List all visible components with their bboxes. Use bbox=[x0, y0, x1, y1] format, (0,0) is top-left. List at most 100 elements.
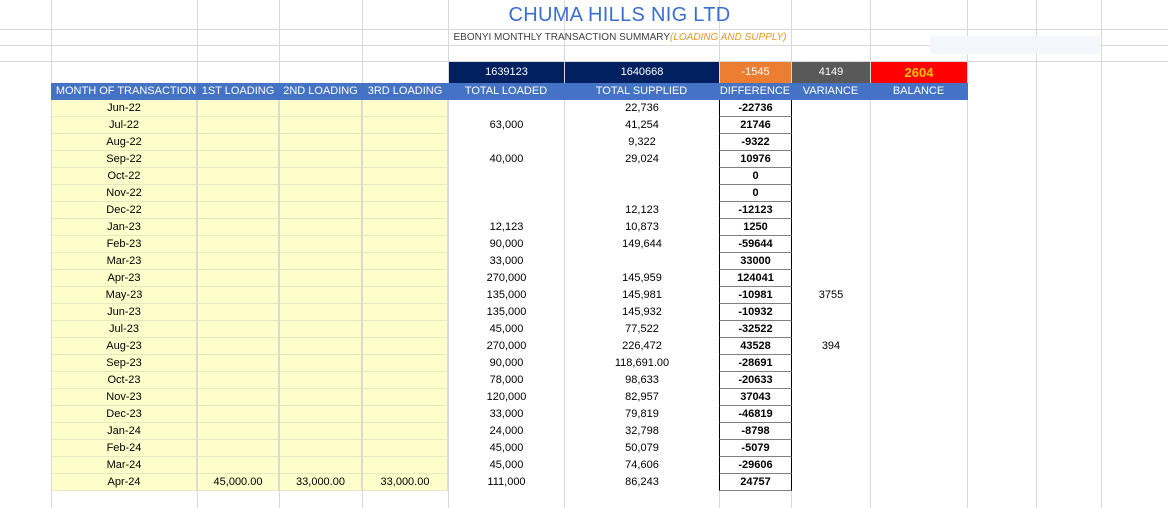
total-loaded-cell[interactable]: 111,000 bbox=[487, 476, 526, 488]
month-cell[interactable]: Nov-22 bbox=[52, 185, 197, 202]
difference-cell[interactable]: 37043 bbox=[719, 389, 792, 406]
second-loading-cell[interactable] bbox=[280, 440, 362, 457]
month-cell[interactable]: Dec-22 bbox=[52, 202, 197, 219]
difference-cell[interactable]: 43528 bbox=[719, 338, 792, 355]
total-loaded-cell[interactable] bbox=[449, 185, 564, 202]
first-loading-cell[interactable] bbox=[198, 355, 279, 372]
month-cell[interactable]: Apr-24 bbox=[52, 474, 197, 491]
first-loading-cell[interactable] bbox=[198, 270, 279, 287]
second-loading-cell[interactable] bbox=[280, 202, 362, 219]
first-loading-cell[interactable] bbox=[198, 338, 279, 355]
total-loaded-cell[interactable]: 90,000 bbox=[489, 238, 524, 250]
first-loading-cell[interactable] bbox=[198, 134, 279, 151]
first-loading-cell[interactable] bbox=[198, 423, 279, 440]
month-cell[interactable]: Jan-23 bbox=[52, 219, 197, 236]
total-supplied-cell[interactable]: 77,522 bbox=[625, 323, 659, 335]
difference-cell[interactable]: 33000 bbox=[719, 253, 792, 270]
total-supplied-cell[interactable] bbox=[565, 185, 719, 202]
first-loading-cell[interactable]: 45,000.00 bbox=[198, 474, 279, 491]
variance-cell[interactable] bbox=[792, 304, 870, 321]
first-loading-cell[interactable] bbox=[198, 185, 279, 202]
total-supplied-cell[interactable]: 41,254 bbox=[625, 119, 659, 131]
total-loaded-cell[interactable]: 45,000 bbox=[489, 459, 524, 471]
first-loading-cell[interactable] bbox=[198, 202, 279, 219]
total-supplied-cell[interactable]: 86,243 bbox=[625, 476, 659, 488]
third-loading-cell[interactable] bbox=[363, 219, 448, 236]
first-loading-cell[interactable] bbox=[198, 117, 279, 134]
third-loading-cell[interactable] bbox=[363, 117, 448, 134]
total-supplied-cell[interactable]: 9,322 bbox=[628, 136, 656, 148]
month-cell[interactable]: Jul-23 bbox=[52, 321, 197, 338]
variance-cell[interactable] bbox=[792, 236, 870, 253]
total-supplied-cell[interactable]: 50,079 bbox=[625, 442, 659, 454]
second-loading-cell[interactable] bbox=[280, 338, 362, 355]
difference-cell[interactable]: -12123 bbox=[719, 202, 792, 219]
second-loading-cell[interactable]: 33,000.00 bbox=[280, 474, 362, 491]
variance-cell[interactable] bbox=[792, 134, 870, 151]
header-month[interactable]: MONTH OF TRANSACTION bbox=[55, 85, 197, 97]
total-loaded-cell[interactable]: 270,000 bbox=[486, 272, 527, 284]
third-loading-cell[interactable] bbox=[363, 440, 448, 457]
variance-cell[interactable] bbox=[792, 355, 870, 372]
second-loading-cell[interactable] bbox=[280, 253, 362, 270]
first-loading-cell[interactable] bbox=[198, 219, 279, 236]
difference-cell[interactable]: 0 bbox=[719, 168, 792, 185]
third-loading-cell[interactable] bbox=[363, 321, 448, 338]
first-loading-cell[interactable] bbox=[198, 321, 279, 338]
third-loading-cell[interactable]: 33,000.00 bbox=[363, 474, 448, 491]
third-loading-cell[interactable] bbox=[363, 389, 448, 406]
first-loading-cell[interactable] bbox=[198, 406, 279, 423]
difference-cell[interactable]: 0 bbox=[719, 185, 792, 202]
difference-cell[interactable]: -10932 bbox=[719, 304, 792, 321]
difference-cell[interactable]: -32522 bbox=[719, 321, 792, 338]
first-loading-cell[interactable] bbox=[198, 372, 279, 389]
total-loaded-cell[interactable]: 270,000 bbox=[486, 340, 527, 352]
total-supplied-cell[interactable]: 32,798 bbox=[625, 425, 659, 437]
second-loading-cell[interactable] bbox=[280, 134, 362, 151]
third-loading-cell[interactable] bbox=[363, 355, 448, 372]
first-loading-cell[interactable] bbox=[198, 168, 279, 185]
month-cell[interactable]: Sep-22 bbox=[52, 151, 197, 168]
third-loading-cell[interactable] bbox=[363, 151, 448, 168]
total-loaded-cell[interactable]: 33,000 bbox=[489, 255, 524, 267]
variance-cell[interactable] bbox=[792, 100, 870, 117]
total-loaded-sum[interactable]: 1639123 bbox=[449, 62, 564, 83]
difference-cell[interactable]: -59644 bbox=[719, 236, 792, 253]
third-loading-cell[interactable] bbox=[363, 270, 448, 287]
total-supplied-cell[interactable]: 10,873 bbox=[625, 221, 659, 233]
first-loading-cell[interactable] bbox=[198, 151, 279, 168]
difference-cell[interactable]: 21746 bbox=[719, 117, 792, 134]
second-loading-cell[interactable] bbox=[280, 151, 362, 168]
third-loading-cell[interactable] bbox=[363, 287, 448, 304]
header-difference[interactable]: DIFFERENCE bbox=[719, 85, 791, 97]
total-loaded-cell[interactable]: 78,000 bbox=[489, 374, 524, 386]
total-supplied-cell[interactable]: 12,123 bbox=[625, 204, 659, 216]
variance-cell[interactable]: 3755 bbox=[818, 289, 844, 301]
total-loaded-cell[interactable]: 63,000 bbox=[489, 119, 524, 131]
month-cell[interactable]: Feb-24 bbox=[52, 440, 197, 457]
total-loaded-cell[interactable]: 24,000 bbox=[489, 425, 524, 437]
difference-cell[interactable]: -29606 bbox=[719, 457, 792, 474]
third-loading-cell[interactable] bbox=[363, 338, 448, 355]
month-cell[interactable]: Jan-24 bbox=[52, 423, 197, 440]
month-cell[interactable]: Oct-23 bbox=[52, 372, 197, 389]
third-loading-cell[interactable] bbox=[363, 253, 448, 270]
total-loaded-cell[interactable]: 45,000 bbox=[489, 442, 524, 454]
month-cell[interactable]: Sep-23 bbox=[52, 355, 197, 372]
variance-cell[interactable]: 394 bbox=[821, 340, 841, 352]
second-loading-cell[interactable] bbox=[280, 372, 362, 389]
total-supplied-sum[interactable]: 1640668 bbox=[565, 62, 719, 83]
second-loading-cell[interactable] bbox=[280, 168, 362, 185]
total-loaded-cell[interactable] bbox=[449, 202, 564, 219]
difference-cell[interactable]: 24757 bbox=[719, 474, 792, 491]
header-3rd-loading[interactable]: 3RD LOADING bbox=[367, 85, 443, 97]
variance-cell[interactable] bbox=[792, 389, 870, 406]
first-loading-cell[interactable] bbox=[198, 389, 279, 406]
total-supplied-cell[interactable]: 22,736 bbox=[625, 102, 659, 114]
variance-cell[interactable] bbox=[792, 474, 870, 491]
third-loading-cell[interactable] bbox=[363, 406, 448, 423]
month-cell[interactable]: Jul-22 bbox=[52, 117, 197, 134]
difference-cell[interactable]: -28691 bbox=[719, 355, 792, 372]
header-balance[interactable]: BALANCE bbox=[892, 85, 945, 97]
total-loaded-cell[interactable]: 120,000 bbox=[486, 391, 527, 403]
